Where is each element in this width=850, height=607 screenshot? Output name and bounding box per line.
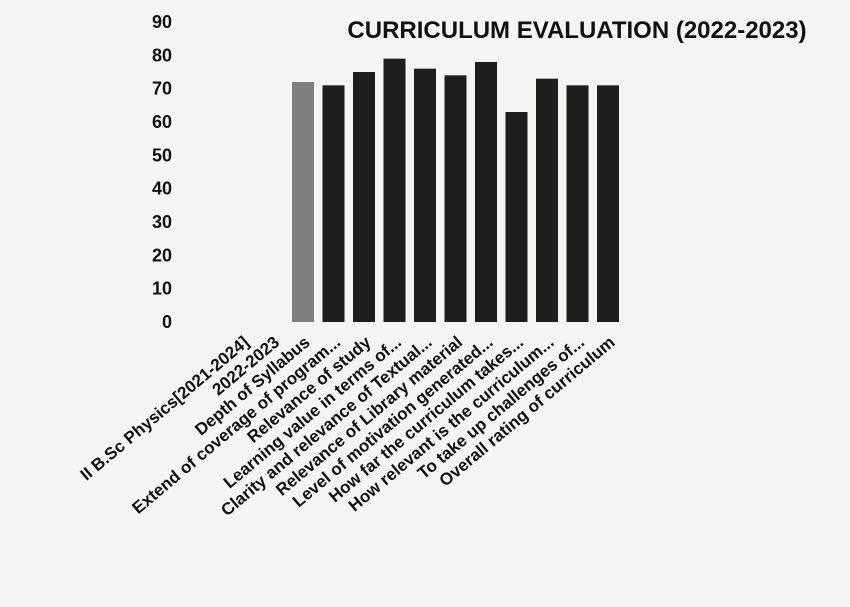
y-tick-label: 0 (162, 312, 172, 332)
bar (566, 85, 589, 322)
y-tick-label: 90 (152, 12, 172, 32)
bar (353, 72, 375, 322)
y-tick-label: 40 (152, 179, 172, 199)
y-axis-ticks: 0 10 20 30 40 50 60 70 80 90 (152, 12, 172, 332)
bar (322, 85, 345, 322)
bar (536, 78, 558, 323)
y-tick-label: 30 (152, 212, 172, 232)
x-axis-ticks: II B.Sc Physics[2021-2024]2022-2023Depth… (77, 332, 619, 520)
bar (383, 58, 406, 323)
bar (597, 85, 619, 322)
chart-title: CURRICULUM EVALUATION (2022-2023) (347, 17, 806, 44)
y-tick-label: 10 (152, 279, 172, 299)
bar (414, 68, 436, 323)
bars (292, 58, 619, 323)
y-tick-label: 60 (152, 112, 172, 132)
bar (444, 75, 467, 322)
y-tick-label: 70 (152, 79, 172, 99)
y-tick-label: 80 (152, 45, 172, 65)
y-tick-label: 20 (152, 245, 172, 265)
bar (505, 112, 528, 322)
bar (292, 82, 314, 322)
bar (475, 62, 497, 322)
y-tick-label: 50 (152, 145, 172, 165)
